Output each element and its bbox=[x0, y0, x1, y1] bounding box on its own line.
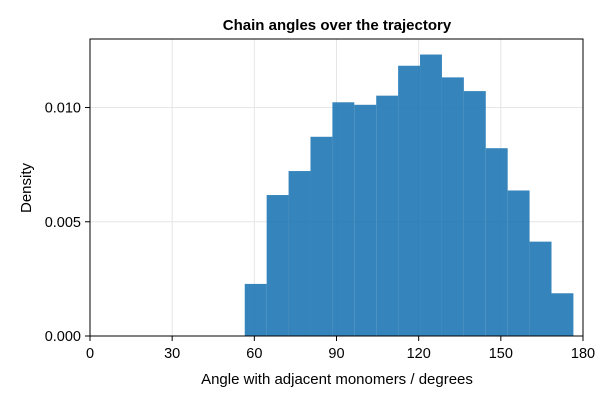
histogram-bar bbox=[551, 293, 574, 336]
y-tick-label: 0.010 bbox=[45, 101, 81, 117]
histogram-bar bbox=[441, 77, 464, 337]
x-tick-label: 30 bbox=[164, 346, 180, 362]
histogram-bar bbox=[266, 195, 289, 336]
x-tick-label: 90 bbox=[328, 346, 344, 362]
histogram-bars bbox=[244, 54, 574, 337]
histogram-bar bbox=[376, 95, 399, 336]
y-axis-label: Density bbox=[18, 162, 35, 213]
x-tick-label: 60 bbox=[246, 346, 262, 362]
histogram-bar bbox=[507, 190, 530, 336]
x-tick-label: 120 bbox=[407, 346, 431, 362]
x-tick-label: 0 bbox=[86, 346, 94, 362]
histogram-bar bbox=[354, 104, 377, 336]
y-tick-label: 0.005 bbox=[45, 215, 81, 231]
x-axis-label: Angle with adjacent monomers / degrees bbox=[201, 371, 473, 388]
x-tick-label: 180 bbox=[571, 346, 595, 362]
chart-title: Chain angles over the trajectory bbox=[223, 17, 452, 34]
histogram-bar bbox=[398, 65, 421, 336]
histogram-bar bbox=[463, 91, 486, 336]
histogram-bar bbox=[288, 171, 311, 336]
x-tick-label: 150 bbox=[489, 346, 513, 362]
histogram-bar bbox=[244, 283, 267, 336]
histogram-bar bbox=[310, 136, 333, 336]
y-axis-ticks: 0.000 0.005 0.010 bbox=[45, 101, 90, 345]
x-axis-ticks: 0 30 60 90 120 150 180 bbox=[86, 336, 595, 362]
histogram-bar bbox=[529, 241, 552, 336]
histogram-bar bbox=[485, 148, 508, 336]
histogram-bar bbox=[420, 54, 442, 336]
y-tick-label: 0.000 bbox=[45, 329, 81, 345]
histogram-bar bbox=[332, 102, 355, 336]
